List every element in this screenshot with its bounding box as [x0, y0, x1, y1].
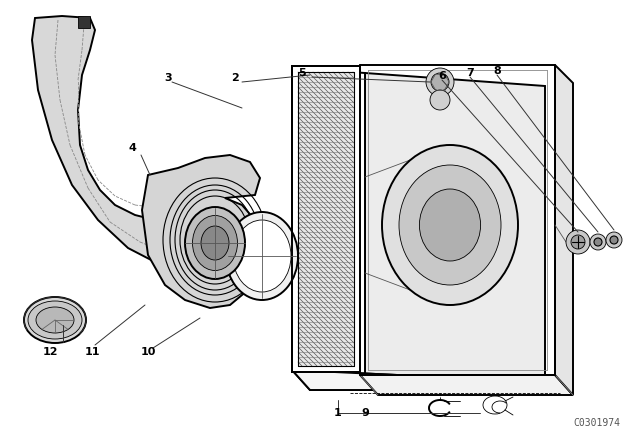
- Polygon shape: [292, 68, 365, 382]
- Circle shape: [430, 90, 450, 110]
- Polygon shape: [292, 370, 572, 390]
- Circle shape: [571, 235, 585, 249]
- Polygon shape: [298, 72, 354, 366]
- Ellipse shape: [226, 212, 298, 300]
- Circle shape: [606, 232, 622, 248]
- Text: 5: 5: [298, 68, 306, 78]
- Polygon shape: [78, 16, 90, 28]
- Text: 8: 8: [493, 66, 501, 76]
- Polygon shape: [292, 66, 360, 372]
- Polygon shape: [142, 155, 260, 308]
- Polygon shape: [365, 73, 545, 382]
- Text: 12: 12: [42, 347, 58, 357]
- Polygon shape: [555, 65, 573, 395]
- Ellipse shape: [233, 220, 291, 292]
- Text: 4: 4: [128, 143, 136, 153]
- Text: 1: 1: [334, 408, 342, 418]
- Circle shape: [610, 236, 618, 244]
- Text: 6: 6: [438, 71, 446, 81]
- Ellipse shape: [24, 297, 86, 343]
- Ellipse shape: [399, 165, 501, 285]
- Polygon shape: [32, 16, 200, 268]
- Ellipse shape: [185, 207, 245, 279]
- Text: 11: 11: [84, 347, 100, 357]
- Text: 2: 2: [231, 73, 239, 83]
- Ellipse shape: [201, 226, 229, 260]
- Ellipse shape: [36, 307, 74, 333]
- Ellipse shape: [382, 145, 518, 305]
- Circle shape: [426, 68, 454, 96]
- Text: C0301974: C0301974: [573, 418, 620, 428]
- Polygon shape: [292, 370, 563, 390]
- Circle shape: [590, 234, 606, 250]
- Circle shape: [431, 73, 449, 91]
- Circle shape: [566, 230, 590, 254]
- Ellipse shape: [193, 215, 237, 271]
- Text: 3: 3: [164, 73, 172, 83]
- Text: 10: 10: [140, 347, 156, 357]
- Polygon shape: [360, 375, 573, 395]
- Ellipse shape: [28, 301, 82, 339]
- Text: 9: 9: [361, 408, 369, 418]
- Ellipse shape: [419, 189, 481, 261]
- Circle shape: [594, 238, 602, 246]
- Text: 7: 7: [466, 68, 474, 78]
